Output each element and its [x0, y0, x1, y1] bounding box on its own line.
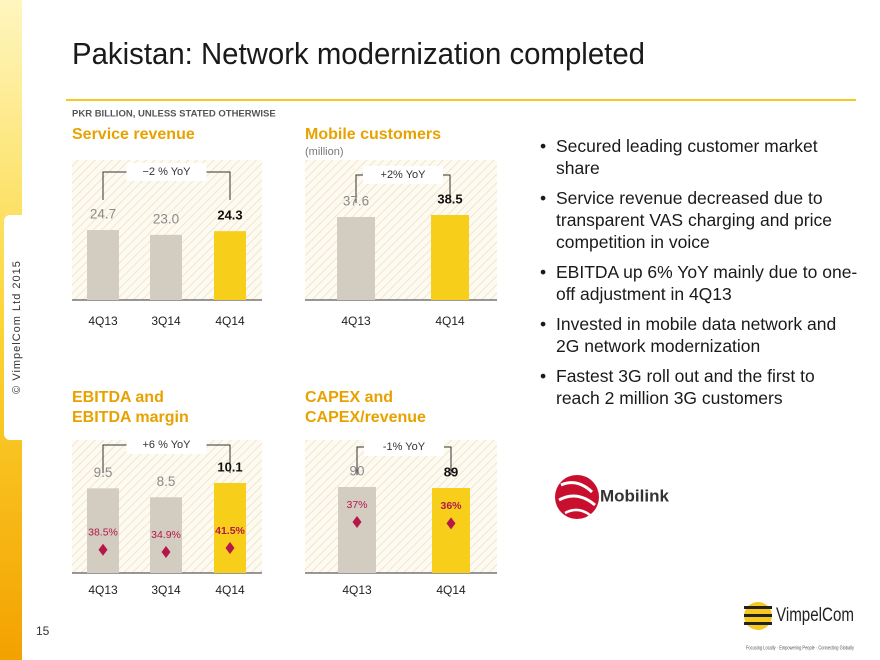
- value-label: 37.6: [343, 194, 369, 209]
- bar: [214, 483, 246, 573]
- chart-title: EBITDA and: [72, 389, 164, 406]
- x-tick-label: 4Q14: [215, 314, 245, 328]
- margin-marker: [98, 543, 108, 556]
- chart-title: EBITDA margin: [72, 409, 189, 426]
- x-tick-label: 4Q14: [436, 583, 466, 597]
- x-tick-label: 4Q13: [342, 583, 372, 597]
- yoy-label-bg: [364, 438, 444, 456]
- x-tick-label: 4Q13: [88, 314, 118, 328]
- bar: [87, 488, 119, 573]
- units-note: PKR BILLION, UNLESS STATED OTHERWISE: [72, 109, 276, 120]
- copyright-tab: [4, 215, 30, 440]
- margin-label: 38.5%: [88, 527, 118, 539]
- chart-title: CAPEX/revenue: [305, 409, 426, 426]
- bar: [150, 234, 182, 300]
- chart-title: Service revenue: [72, 126, 195, 143]
- yoy-label-bg: [126, 436, 207, 454]
- x-tick-label: 4Q14: [215, 583, 245, 597]
- yoy-label-bg: [126, 163, 207, 181]
- margin-label: 41.5%: [215, 525, 245, 537]
- x-tick-label: 3Q14: [151, 314, 181, 328]
- bar: [150, 497, 182, 573]
- margin-marker: [225, 542, 235, 554]
- margin-label: 37%: [346, 499, 367, 511]
- yoy-label: -1% YoY: [383, 441, 426, 453]
- bullet: Fastest 3G roll out and the first to rea…: [540, 365, 858, 409]
- margin-marker: [161, 545, 171, 558]
- value-label: 10.1: [217, 459, 242, 474]
- bullet: Invested in mobile data network and 2G n…: [540, 313, 858, 357]
- chart-title: Mobile customers: [305, 126, 441, 143]
- x-tick-label: 4Q13: [341, 314, 371, 328]
- value-label: 9.5: [94, 465, 113, 480]
- value-label: 23.0: [153, 211, 179, 226]
- bar: [338, 487, 376, 573]
- value-label: 8.5: [157, 474, 176, 489]
- bar: [431, 215, 469, 300]
- value-label: 89: [444, 464, 458, 479]
- vimpelcom-logo: VimpelCom Focusing Locally · Empowering …: [744, 602, 854, 651]
- bar: [214, 231, 246, 300]
- margin-label: 36%: [440, 500, 462, 512]
- x-tick-label: 3Q14: [151, 583, 181, 597]
- x-tick-label: 4Q13: [88, 583, 118, 597]
- x-tick-label: 4Q14: [435, 314, 465, 328]
- yoy-label: −2 % YoY: [142, 166, 191, 178]
- mobilink-text: Mobilink: [600, 486, 669, 505]
- value-label: 24.7: [90, 207, 116, 222]
- chart-title: CAPEX and: [305, 389, 393, 406]
- slide-title: Pakistan: Network modernization complete…: [72, 36, 645, 71]
- yoy-label: +6 % YoY: [142, 439, 191, 451]
- vimpelcom-text: VimpelCom: [776, 605, 854, 626]
- value-label: 24.3: [217, 208, 242, 223]
- bar: [87, 230, 119, 300]
- margin-marker: [352, 516, 362, 528]
- bullet-list: Secured leading customer market share Ser…: [540, 135, 858, 417]
- mobilink-logo: Mobilink: [555, 475, 669, 519]
- yoy-label: +2% YoY: [381, 169, 427, 181]
- tagline: Focusing Locally · Empowering People · C…: [746, 645, 854, 651]
- bar: [337, 216, 375, 300]
- margin-marker: [446, 517, 456, 530]
- bar: [432, 487, 470, 573]
- chart-subtitle: (million): [305, 146, 344, 158]
- bullet: Secured leading customer market share: [540, 135, 858, 179]
- yoy-label-bg: [363, 166, 443, 184]
- page-number: 15: [36, 624, 50, 638]
- copyright: © VimpelCom Ltd 2015: [11, 260, 23, 394]
- bullet: Service revenue decreased due to transpa…: [540, 187, 858, 253]
- value-label: 90: [349, 464, 364, 479]
- margin-label: 34.9%: [151, 529, 181, 541]
- value-label: 38.5: [437, 191, 462, 206]
- bullet: EBITDA up 6% YoY mainly due to one-off a…: [540, 261, 858, 305]
